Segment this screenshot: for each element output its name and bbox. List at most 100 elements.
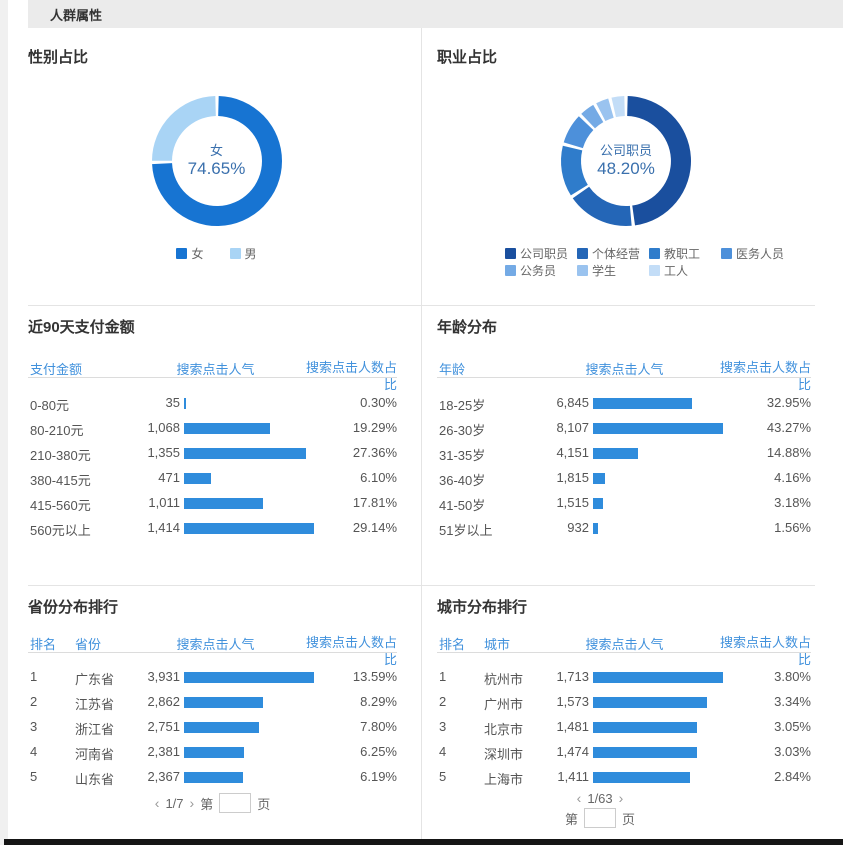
donut-segment[interactable] [151,96,282,226]
row-label: 380-415元 [30,473,91,488]
row-popularity-value: 1,481 [556,719,589,734]
row-popularity-value: 6,845 [556,395,589,410]
table-row: 415-560元 1,011 17.81% [28,491,397,516]
legend-swatch [649,265,660,276]
donut-segment[interactable] [611,96,625,118]
row-label: 山东省 [75,772,115,787]
page-indicator: 1/63 [587,790,613,806]
page-jump-input[interactable] [219,793,252,813]
column-header-popularity: 搜索点击人气 [176,637,255,652]
donut-segment[interactable] [151,96,216,161]
row-popularity-value: 471 [158,470,180,485]
donut-segment[interactable] [596,98,614,122]
row-popularity-value: 1,573 [556,694,589,709]
legend-item[interactable]: 工人 [649,262,721,279]
panel-province: 省份分布排行 排名 省份 搜索点击人气 搜索点击人数占比 1 广东省 3,931 13… [28,598,397,833]
prev-page-button[interactable]: ‹ [576,790,582,806]
popularity-bar [593,473,605,484]
jump-label-after: 页 [257,796,271,812]
header-rule [437,377,811,378]
row-percentage: 3.18% [774,495,811,510]
legend-item[interactable]: 个体经营 [577,245,649,262]
popularity-bar [593,747,697,758]
province-pagination: ‹ 1/7 › 第 页 [28,793,397,813]
popularity-bar [184,747,244,758]
next-page-button[interactable]: › [189,795,195,811]
table-row: 80-210元 1,068 19.29% [28,416,397,441]
panel-city: 城市分布排行 排名 城市 搜索点击人气 搜索点击人数占比 1 杭州市 1,713 3.… [437,598,811,838]
province-table-body: 1 广东省 3,931 13.59% 2 江苏省 2,862 8.29% 3 浙江省 2,751 7.… [28,665,397,790]
table-row: 4 深圳市 1,474 3.03% [437,740,811,765]
gender-donut-chart: 女 74.65% [147,91,287,231]
panel-age: 年龄分布 年龄 搜索点击人气 搜索点击人数占比 18-25岁 6,845 32.95… [437,318,811,558]
legend-item[interactable]: 教职工 [649,245,721,262]
popularity-bar [184,423,270,434]
popularity-bar [184,772,243,783]
row-popularity-value: 1,068 [147,420,180,435]
gender-donut-svg [151,96,282,226]
legend-item[interactable]: 公司职员 [505,245,577,262]
row-label: 上海市 [484,772,524,787]
row-popularity-value: 1,011 [148,495,180,510]
row-popularity-value: 1,411 [557,769,589,784]
legend-item[interactable]: 医务人员 [721,245,793,262]
table-row: 5 山东省 2,367 6.19% [28,765,397,790]
column-header-amount: 支付金额 [30,362,83,377]
popularity-bar [184,672,314,683]
legend-swatch [176,248,188,259]
popularity-bar [184,498,263,509]
row-percentage: 3.80% [774,669,811,684]
legend-label: 医务人员 [736,247,785,261]
row-percentage: 6.19% [360,769,397,784]
column-header-popularity: 搜索点击人气 [585,637,664,652]
row-label: 河南省 [75,747,115,762]
row-percentage: 13.59% [352,669,397,684]
panel-payment: 近90天支付金额 支付金额 搜索点击人气 搜索点击人数占比 0-80元 35 0.3… [28,318,397,558]
row-popularity-value: 3,931 [147,669,180,684]
donut-segment[interactable] [581,104,604,129]
donut-segment[interactable] [560,145,588,196]
legend-item[interactable]: 学生 [577,262,649,279]
row-popularity-value: 1,414 [147,520,180,535]
table-row: 2 广州市 1,573 3.34% [437,690,811,715]
table-row: 560元以上 1,414 29.14% [28,516,397,541]
panel-title-gender: 性别占比 [28,49,89,66]
row-percentage: 3.03% [774,744,811,759]
city-table-header: 排名 城市 搜索点击人气 搜索点击人数占比 [437,633,811,667]
row-label: 41-50岁 [439,498,486,513]
table-row: 380-415元 471 6.10% [28,466,397,491]
legend-swatch [577,265,588,276]
row-label: 415-560元 [30,498,91,513]
header-rule [437,652,811,653]
next-page-button[interactable]: › [618,790,624,806]
row-label: 18-25岁 [439,398,486,413]
row-rank: 1 [30,669,38,684]
gender-legend: 女男 [28,245,405,262]
column-header-province: 省份 [75,637,102,652]
page-indicator: 1/7 [165,795,184,811]
legend-item[interactable]: 公务员 [505,262,577,279]
prev-page-button[interactable]: ‹ [154,795,160,811]
city-pagination-jump: 第 页 [413,808,787,828]
row-popularity-value: 1,474 [556,744,589,759]
popularity-bar [184,523,314,534]
row-label: 31-35岁 [439,448,486,463]
page-jump-input[interactable] [584,808,616,828]
jump-label-before: 第 [200,796,214,812]
popularity-bar [593,772,690,783]
table-row: 41-50岁 1,515 3.18% [437,491,811,516]
legend-item[interactable]: 男 [229,245,257,262]
row-label: 36-40岁 [439,473,486,488]
panel-title-province: 省份分布排行 [28,599,119,616]
legend-item[interactable]: 女 [176,245,204,262]
donut-segment[interactable] [627,96,692,226]
row-percentage: 32.95% [766,395,811,410]
row-percentage: 7.80% [360,719,397,734]
row-label: 0-80元 [30,398,70,413]
row-percentage: 27.36% [352,445,397,460]
donut-segment[interactable] [572,186,632,226]
horizontal-divider-1 [28,305,815,306]
table-row: 18-25岁 6,845 32.95% [437,391,811,416]
table-row: 36-40岁 1,815 4.16% [437,466,811,491]
donut-segment[interactable] [563,116,594,149]
